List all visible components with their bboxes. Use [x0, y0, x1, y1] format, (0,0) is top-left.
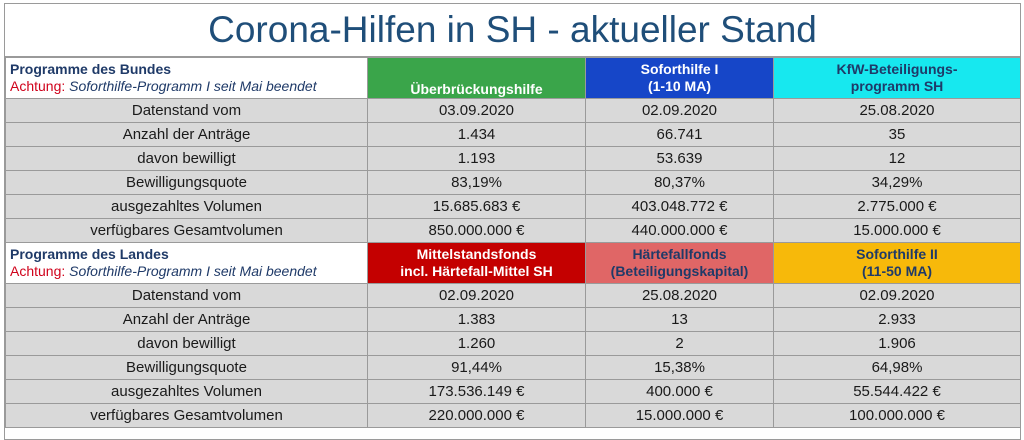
program-name: Mittelstandsfonds	[416, 246, 537, 262]
program-header-bundes-2[interactable]: KfW-Beteiligungs-programm SH	[773, 57, 1021, 99]
page-title: Corona-Hilfen in SH - aktueller Stand	[5, 4, 1020, 57]
program-subtitle: programm SH	[850, 78, 944, 94]
table-row: davon bewilligt 1.193 53.639 12	[5, 146, 1021, 171]
table-cell[interactable]: 15.000.000 €	[773, 218, 1021, 243]
table-cell[interactable]: 2.933	[773, 307, 1021, 332]
table-row: ausgezahltes Volumen 173.536.149 €400.000…	[5, 379, 1021, 404]
row-label[interactable]: ausgezahltes Volumen	[5, 379, 368, 404]
warning-prefix: Achtung:	[10, 263, 66, 279]
warning-text: Soforthilfe-Programm I seit Mai beendet	[65, 78, 317, 94]
program-subtitle: (11-50 MA)	[861, 263, 933, 279]
table-cell[interactable]: 64,98%	[773, 355, 1021, 380]
section-label-bundes[interactable]: Programme des Bundes Achtung: Soforthilfe…	[5, 57, 368, 99]
program-subtitle: (1-10 MA)	[647, 78, 711, 94]
table-cell[interactable]: 55.544.422 €	[773, 379, 1021, 404]
section-label-landes[interactable]: Programme des Landes Achtung: Soforthilfe…	[5, 242, 368, 284]
table-row: ausgezahltes Volumen 15.685.683 €403.048.…	[5, 194, 1021, 219]
table-cell[interactable]: 35	[773, 122, 1021, 147]
program-name: Soforthilfe I	[640, 61, 719, 77]
row-label[interactable]: Datenstand vom	[5, 283, 368, 308]
table-cell[interactable]: 02.09.2020	[773, 283, 1021, 308]
program-header-landes-0[interactable]: Mittelstandsfonds incl. Härtefall-Mittel …	[367, 242, 586, 284]
table-cell[interactable]: 1.906	[773, 331, 1021, 356]
row-label[interactable]: davon bewilligt	[5, 331, 368, 356]
program-name: Soforthilfe II	[856, 246, 938, 262]
table-row: Anzahl der Anträge 1.383 13 2.933	[5, 307, 1021, 332]
table-row: Bewilligungsquote 91,44% 15,38% 64,98%	[5, 355, 1021, 380]
program-name: Härtefallfonds	[632, 246, 727, 262]
section-warning: Achtung: Soforthilfe-Programm I seit Mai…	[10, 78, 367, 95]
table-cell[interactable]: 15,38%	[585, 355, 774, 380]
section-header-landes: Programme des Landes Achtung: Soforthilfe…	[5, 242, 1021, 284]
row-label[interactable]: Bewilligungsquote	[5, 170, 368, 195]
table-cell[interactable]: 91,44%	[367, 355, 586, 380]
section-title: Programme des Bundes	[10, 61, 172, 77]
row-label[interactable]: davon bewilligt	[5, 146, 368, 171]
table-row: Datenstand vom 03.09.2020 02.09.2020 25.08.…	[5, 98, 1021, 123]
program-header-bundes-0[interactable]: Überbrückungshilfe	[367, 57, 586, 99]
table-cell[interactable]: 850.000.000 €	[367, 218, 586, 243]
row-label[interactable]: Anzahl der Anträge	[5, 307, 368, 332]
table-row: Datenstand vom 02.09.2020 25.08.2020 02.09.…	[5, 283, 1021, 308]
section-header-bundes: Programme des Bundes Achtung: Soforthilfe…	[5, 57, 1021, 99]
table-cell[interactable]: 02.09.2020	[367, 283, 586, 308]
table-row: Anzahl der Anträge 1.434 66.741 35	[5, 122, 1021, 147]
program-header-landes-1[interactable]: Härtefallfonds (Beteiligungskapital)	[585, 242, 774, 284]
section-warning: Achtung: Soforthilfe-Programm I seit Mai…	[10, 263, 367, 280]
table-cell[interactable]: 1.434	[367, 122, 586, 147]
table-cell[interactable]: 100.000.000 €	[773, 403, 1021, 428]
table-cell[interactable]: 15.685.683 €	[367, 194, 586, 219]
table-cell[interactable]: 83,19%	[367, 170, 586, 195]
table-cell[interactable]: 02.09.2020	[585, 98, 774, 123]
table-cell[interactable]: 1.383	[367, 307, 586, 332]
spreadsheet: Corona-Hilfen in SH - aktueller Stand Pr…	[4, 3, 1021, 440]
row-label[interactable]: Bewilligungsquote	[5, 355, 368, 380]
program-name: Überbrückungshilfe	[410, 81, 543, 97]
table-cell[interactable]: 15.000.000 €	[585, 403, 774, 428]
table-cell[interactable]: 25.08.2020	[773, 98, 1021, 123]
table-cell[interactable]: 80,37%	[585, 170, 774, 195]
table-cell[interactable]: 173.536.149 €	[367, 379, 586, 404]
row-label[interactable]: verfügbares Gesamtvolumen	[5, 403, 368, 428]
table-cell[interactable]: 403.048.772 €	[585, 194, 774, 219]
program-subtitle: incl. Härtefall-Mittel SH	[400, 263, 553, 279]
table-cell[interactable]: 13	[585, 307, 774, 332]
table-row: verfügbares Gesamtvolumen 850.000.000 €44…	[5, 218, 1021, 243]
table-cell[interactable]: 1.260	[367, 331, 586, 356]
corona-aid-table: Programme des Bundes Achtung: Soforthilfe…	[5, 57, 1021, 428]
program-header-bundes-1[interactable]: Soforthilfe I (1-10 MA)	[585, 57, 774, 99]
program-subtitle: (Beteiligungskapital)	[610, 263, 749, 279]
table-cell[interactable]: 400.000 €	[585, 379, 774, 404]
table-cell[interactable]: 53.639	[585, 146, 774, 171]
table-cell[interactable]: 220.000.000 €	[367, 403, 586, 428]
warning-text: Soforthilfe-Programm I seit Mai beendet	[65, 263, 317, 279]
table-cell[interactable]: 34,29%	[773, 170, 1021, 195]
section-title: Programme des Landes	[10, 246, 169, 262]
table-cell[interactable]: 2	[585, 331, 774, 356]
table-cell[interactable]: 440.000.000 €	[585, 218, 774, 243]
row-label[interactable]: Datenstand vom	[5, 98, 368, 123]
table-row: Bewilligungsquote 83,19% 80,37% 34,29%	[5, 170, 1021, 195]
table-cell[interactable]: 25.08.2020	[585, 283, 774, 308]
table-cell[interactable]: 1.193	[367, 146, 586, 171]
table-cell[interactable]: 66.741	[585, 122, 774, 147]
table-cell[interactable]: 12	[773, 146, 1021, 171]
program-name: KfW-Beteiligungs-	[836, 61, 958, 77]
program-header-landes-2[interactable]: Soforthilfe II (11-50 MA)	[773, 242, 1021, 284]
warning-prefix: Achtung:	[10, 78, 66, 94]
row-label[interactable]: verfügbares Gesamtvolumen	[5, 218, 368, 243]
row-label[interactable]: ausgezahltes Volumen	[5, 194, 368, 219]
table-row: verfügbares Gesamtvolumen 220.000.000 €15…	[5, 403, 1021, 428]
row-label[interactable]: Anzahl der Anträge	[5, 122, 368, 147]
table-cell[interactable]: 2.775.000 €	[773, 194, 1021, 219]
table-row: davon bewilligt 1.260 2 1.906	[5, 331, 1021, 356]
table-cell[interactable]: 03.09.2020	[367, 98, 586, 123]
